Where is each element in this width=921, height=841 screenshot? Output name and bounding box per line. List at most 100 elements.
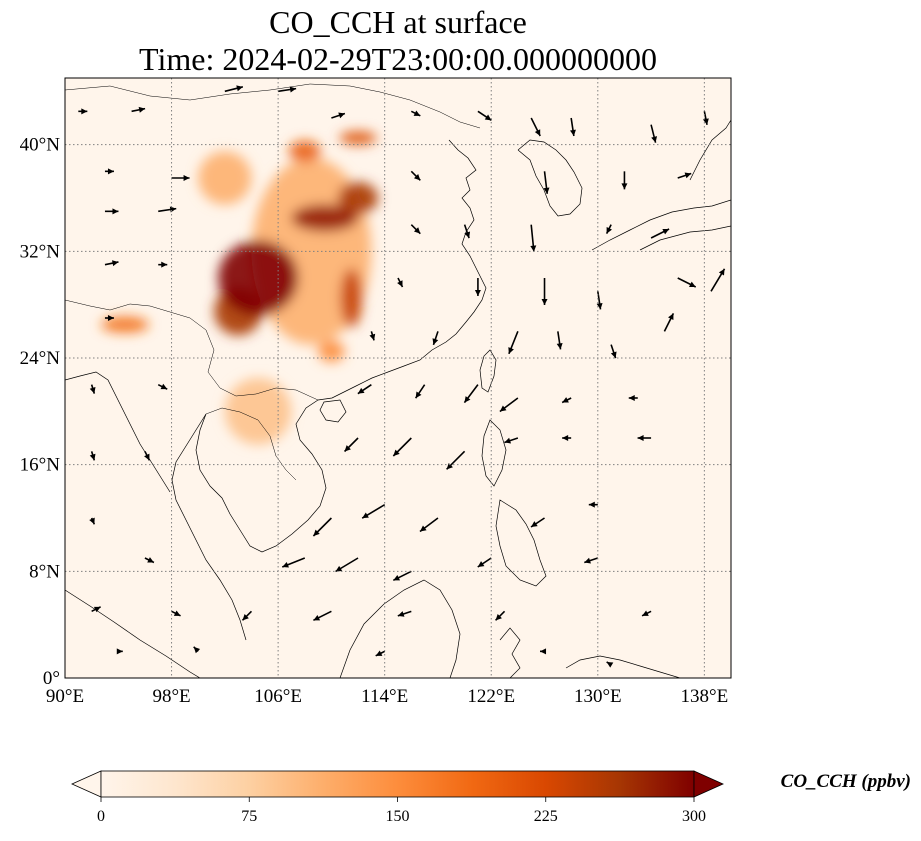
coastline-japan [591, 119, 731, 251]
wind-arrow [504, 437, 519, 444]
colorbar-label: CO_CCH (ppbv) [781, 771, 911, 792]
wind-arrow [419, 517, 439, 533]
gridlines [65, 78, 731, 678]
wind-arrow [474, 278, 481, 296]
wind-arrow [540, 648, 547, 655]
concentration-patch [291, 204, 359, 232]
lon-tick-label: 130°E [574, 686, 622, 707]
wind-arrow [410, 224, 421, 235]
wind-arrow [650, 228, 670, 239]
wind-arrow [463, 224, 471, 239]
wind-arrow [637, 435, 652, 441]
wind-arrow [369, 331, 376, 341]
wind-arrow [477, 110, 492, 121]
wind-arrow [89, 451, 96, 461]
wind-arrow [477, 557, 492, 568]
wind-arrow [397, 610, 412, 617]
coastlines [65, 83, 731, 678]
map-frame [64, 77, 732, 679]
wind-arrow [530, 517, 545, 528]
wind-arrow [116, 648, 123, 655]
wind-arrow [78, 108, 88, 115]
colorbar-tick-label: 300 [682, 808, 706, 825]
lon-tick-label: 90°E [46, 686, 84, 707]
wind-arrow [414, 384, 426, 399]
lat-tick-label: 32°N [20, 241, 61, 262]
wind-arrow [157, 383, 168, 390]
wind-arrow [144, 557, 155, 564]
wind-arrow [335, 557, 359, 573]
colorbar-min-extend [71, 770, 102, 798]
coastline-myanmar [65, 371, 171, 493]
concentration-patch [338, 182, 379, 214]
wind-arrow [494, 610, 506, 621]
wind-vectors [78, 85, 726, 668]
wind-arrow [361, 503, 386, 519]
lat-tick-label: 40°N [20, 135, 61, 156]
wind-arrow [606, 661, 614, 668]
wind-arrow [410, 170, 421, 181]
concentration-field [100, 131, 379, 445]
concentration-patch [339, 131, 377, 145]
wind-arrow [224, 85, 244, 93]
lat-tick-label: 0° [43, 668, 60, 689]
wind-arrow [562, 435, 572, 441]
wind-arrow [541, 278, 548, 305]
colorbar-body [100, 770, 695, 798]
wind-arrow [357, 384, 372, 395]
concentration-patch [218, 240, 299, 316]
wind-arrow [621, 171, 628, 190]
wind-arrow [158, 261, 168, 268]
colorbar-tick-label: 75 [241, 808, 257, 825]
colorbar-ticks: 0 75 150 225 300 [97, 797, 706, 825]
wind-arrow [677, 277, 697, 288]
wind-arrow [570, 117, 576, 137]
wind-arrow [543, 171, 550, 194]
coastline-sumatra [65, 589, 201, 678]
wind-arrow [104, 260, 119, 267]
wind-arrow [628, 395, 638, 401]
concentration-patch [224, 378, 292, 445]
lat-tick-label: 16°N [20, 455, 61, 476]
coastline-korea [517, 139, 583, 217]
wind-arrow [561, 397, 572, 404]
coastline-malay-peninsula [171, 413, 247, 641]
colorbar-tick-label: 225 [534, 808, 558, 825]
wind-arrow [89, 517, 96, 525]
lat-tick-label: 8°N [29, 561, 60, 582]
wind-arrow [641, 610, 652, 617]
wind-arrow [331, 112, 346, 119]
map-panel [65, 78, 731, 678]
wind-arrow [584, 557, 599, 564]
wind-arrow [392, 570, 412, 582]
chart-title-line2: Time: 2024-02-29T23:00:00.000000000 [139, 41, 657, 77]
wind-arrow [650, 124, 658, 143]
lon-tick-label: 106°E [254, 686, 302, 707]
wind-arrow [313, 610, 332, 622]
wind-arrow [702, 111, 709, 125]
coastline-mainland-east [317, 139, 487, 401]
wind-arrow [605, 224, 612, 235]
latitude-tick-labels: 0° 8°N 16°N 24°N 32°N 40°N [20, 135, 61, 689]
concentration-patch [100, 316, 149, 333]
wind-arrow [375, 650, 386, 657]
wind-arrow [530, 117, 541, 137]
wind-arrow [104, 168, 114, 175]
wind-arrow [508, 331, 519, 355]
colorbar: 0 75 150 225 300 CO_CCH (ppbv) [71, 770, 911, 825]
wind-arrow [463, 384, 479, 404]
longitude-tick-labels: 90°E 98°E 106°E 114°E 122°E 130°E 138°E [46, 686, 728, 707]
wind-arrow [144, 450, 151, 461]
coastline-new-guinea [565, 655, 681, 678]
wind-arrow [91, 606, 101, 613]
coastline-luzon [481, 419, 507, 487]
wind-arrow [677, 172, 692, 179]
wind-arrow [241, 610, 253, 621]
wind-arrow [89, 384, 96, 394]
lon-tick-label: 138°E [681, 686, 729, 707]
concentration-patch [340, 268, 363, 328]
coastline-borneo [339, 579, 461, 678]
wind-arrow [556, 331, 563, 350]
coastline-taiwan [479, 349, 497, 393]
